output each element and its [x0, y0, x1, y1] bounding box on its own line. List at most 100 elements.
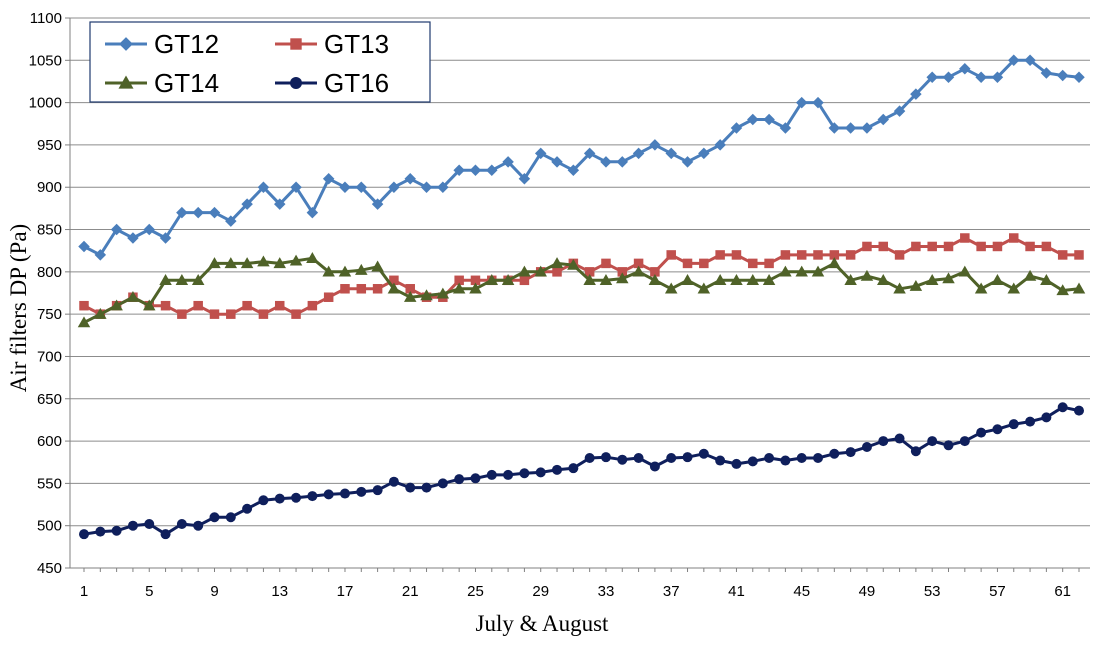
data-point-gt13: [731, 250, 742, 260]
data-point-gt14: [355, 263, 368, 275]
data-point-gt13: [470, 275, 481, 286]
data-point-gt13: [617, 267, 628, 277]
data-point-gt16: [388, 476, 399, 487]
data-point-gt12: [1008, 54, 1020, 67]
legend-label-gt14: GT14: [154, 68, 219, 98]
data-point-gt16: [307, 491, 318, 502]
data-point-gt16: [79, 529, 89, 540]
data-point-gt12: [991, 71, 1004, 83]
legend-marker-gt13: [290, 38, 302, 50]
data-point-gt12: [763, 113, 775, 126]
data-point-gt16: [731, 458, 742, 469]
data-point-gt16: [584, 453, 595, 463]
data-point-gt12: [420, 181, 433, 193]
data-point-gt14: [1007, 282, 1021, 294]
data-point-gt16: [323, 489, 334, 500]
y-tick-label: 1100: [30, 10, 62, 27]
x-tick-label: 37: [663, 583, 680, 600]
x-tick-label: 25: [467, 583, 484, 600]
data-point-gt16: [193, 520, 204, 531]
data-point-gt12: [534, 147, 547, 160]
data-point-gt16: [535, 467, 546, 478]
data-point-gt16: [894, 433, 905, 444]
data-point-gt16: [1025, 416, 1036, 427]
data-point-gt13: [389, 275, 399, 286]
data-point-gt14: [257, 255, 270, 267]
data-point-gt16: [878, 436, 889, 447]
data-point-gt14: [746, 274, 760, 285]
data-point-gt12: [877, 113, 890, 126]
data-point-gt13: [177, 309, 187, 319]
data-point-gt14: [159, 274, 172, 285]
data-point-gt12: [176, 206, 188, 219]
data-point-gt12: [143, 223, 155, 236]
data-point-gt14: [1056, 284, 1069, 296]
y-axis-title: Air filters DP (Pa): [6, 224, 31, 392]
data-point-gt16: [666, 453, 677, 463]
legend-marker-gt16: [290, 77, 302, 89]
data-point-gt12: [486, 164, 498, 177]
data-point-gt16: [1041, 412, 1052, 423]
data-point-gt14: [893, 282, 906, 294]
data-point-gt16: [274, 493, 285, 504]
data-point-gt14: [420, 289, 433, 301]
y-tick-label: 950: [37, 137, 62, 154]
data-point-gt14: [306, 252, 319, 263]
data-point-gt14: [974, 282, 988, 294]
y-tick-label: 1000: [29, 95, 62, 112]
data-point-gt13: [193, 300, 203, 311]
data-point-gt14: [681, 274, 694, 285]
data-point-gt16: [372, 485, 383, 496]
series-gt12: [78, 54, 1085, 261]
data-point-gt12: [730, 122, 743, 134]
data-point-gt16: [339, 488, 350, 499]
data-point-gt16: [160, 529, 171, 540]
y-tick-label: 600: [37, 433, 62, 450]
data-point-gt13: [258, 309, 269, 319]
data-point-gt14: [371, 260, 384, 272]
y-tick-label: 900: [37, 179, 62, 196]
data-point-gt16: [829, 448, 840, 459]
data-point-gt16: [111, 525, 122, 536]
data-point-gt12: [1040, 67, 1053, 79]
data-point-gt16: [503, 469, 514, 480]
data-point-gt12: [795, 96, 808, 109]
data-point-gt16: [747, 456, 758, 467]
data-point-gt16: [209, 512, 220, 523]
data-point-gt12: [926, 71, 938, 83]
data-point-gt12: [94, 249, 107, 261]
data-point-gt12: [942, 71, 955, 83]
data-point-gt16: [519, 468, 530, 479]
x-tick-label: 33: [598, 583, 615, 600]
data-point-gt14: [1023, 269, 1037, 281]
x-tick-label: 49: [859, 583, 876, 600]
data-point-gt12: [747, 113, 759, 126]
data-point-gt16: [976, 427, 987, 438]
data-point-gt16: [95, 526, 106, 537]
data-point-gt14: [142, 299, 156, 311]
legend-label-gt13: GT13: [324, 29, 389, 59]
data-point-gt13: [894, 250, 905, 260]
data-point-gt16: [258, 495, 269, 506]
data-point-gt16: [437, 478, 448, 489]
data-point-gt14: [632, 265, 645, 277]
data-point-gt14: [436, 287, 450, 299]
data-point-gt14: [648, 274, 662, 285]
data-point-gt14: [1072, 282, 1086, 294]
data-point-gt12: [453, 164, 465, 177]
data-point-gt14: [779, 265, 792, 277]
data-point-gt13: [927, 241, 937, 252]
data-point-gt14: [1040, 274, 1053, 285]
data-point-gt16: [421, 482, 432, 493]
series-gt14: [77, 252, 1086, 328]
data-point-gt12: [1056, 69, 1069, 82]
x-tick-label: 29: [532, 583, 549, 600]
data-point-gt14: [583, 274, 596, 285]
data-point-gt13: [291, 309, 301, 319]
data-point-gt16: [959, 436, 970, 447]
data-point-gt12: [273, 198, 286, 210]
x-tick-label: 5: [145, 583, 153, 600]
data-point-gt12: [861, 122, 873, 134]
data-point-gt14: [403, 290, 417, 302]
